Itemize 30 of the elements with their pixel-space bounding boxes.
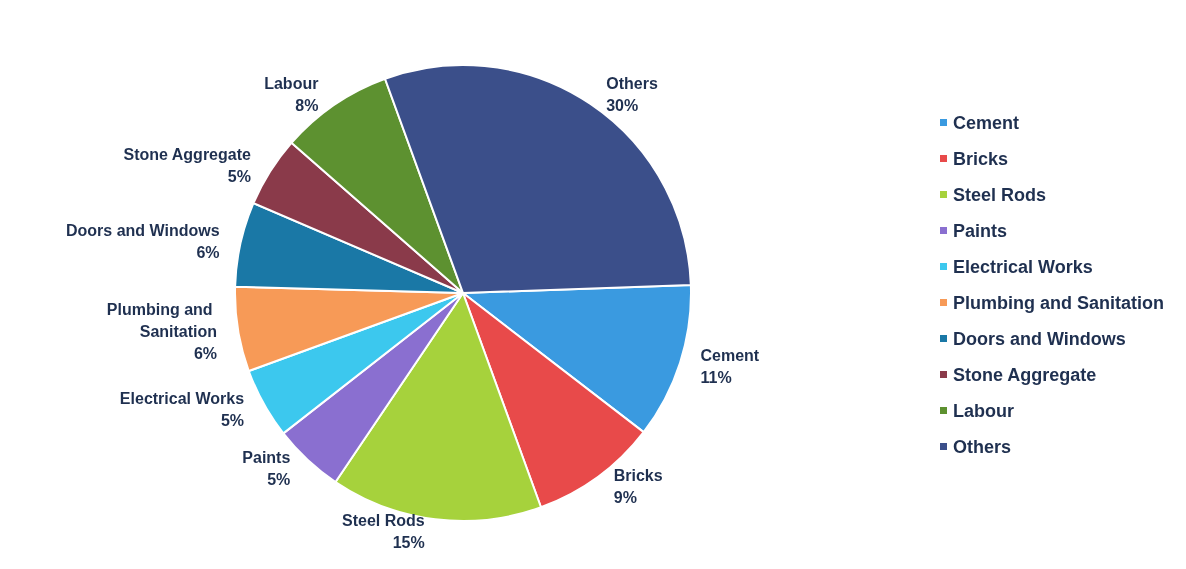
legend-label: Doors and Windows bbox=[953, 328, 1126, 349]
data-label: 5% bbox=[227, 167, 251, 185]
data-label: 6% bbox=[193, 344, 218, 362]
slice-label: Others bbox=[606, 74, 658, 92]
slice-label: Stone Aggregate bbox=[123, 145, 252, 163]
data-label: 6% bbox=[196, 243, 220, 261]
slice-label: Doors and Windows bbox=[65, 221, 220, 239]
legend-label: Bricks bbox=[953, 148, 1009, 169]
data-label: 5% bbox=[220, 411, 245, 429]
legend-label: Steel Rods bbox=[953, 184, 1047, 205]
legend-label: Stone Aggregate bbox=[953, 364, 1097, 385]
slice-label: Labour bbox=[264, 75, 319, 93]
data-label: 15% bbox=[392, 533, 425, 551]
data-label: 5% bbox=[267, 471, 291, 489]
slice-label: Plumbing and Sanitation bbox=[106, 300, 218, 340]
legend-label: Electrical Works bbox=[953, 256, 1093, 277]
legend-label: Labour bbox=[953, 400, 1014, 421]
legend-label: Cement bbox=[953, 112, 1020, 133]
legend-label: Plumbing and Sanitation bbox=[953, 292, 1164, 313]
slice-label: Steel Rods bbox=[342, 511, 425, 529]
data-label: 30% bbox=[606, 96, 639, 114]
slice-label: Cement bbox=[700, 346, 760, 364]
data-label: 11% bbox=[700, 368, 732, 386]
legend-label: Others bbox=[953, 436, 1012, 457]
legend-label: Paints bbox=[953, 220, 1008, 241]
slice-label: Paints bbox=[242, 449, 291, 467]
slice-label: Bricks bbox=[613, 467, 663, 485]
data-label: 9% bbox=[613, 489, 637, 507]
slice-label: Electrical Works bbox=[119, 389, 245, 407]
data-label: 8% bbox=[295, 97, 319, 115]
